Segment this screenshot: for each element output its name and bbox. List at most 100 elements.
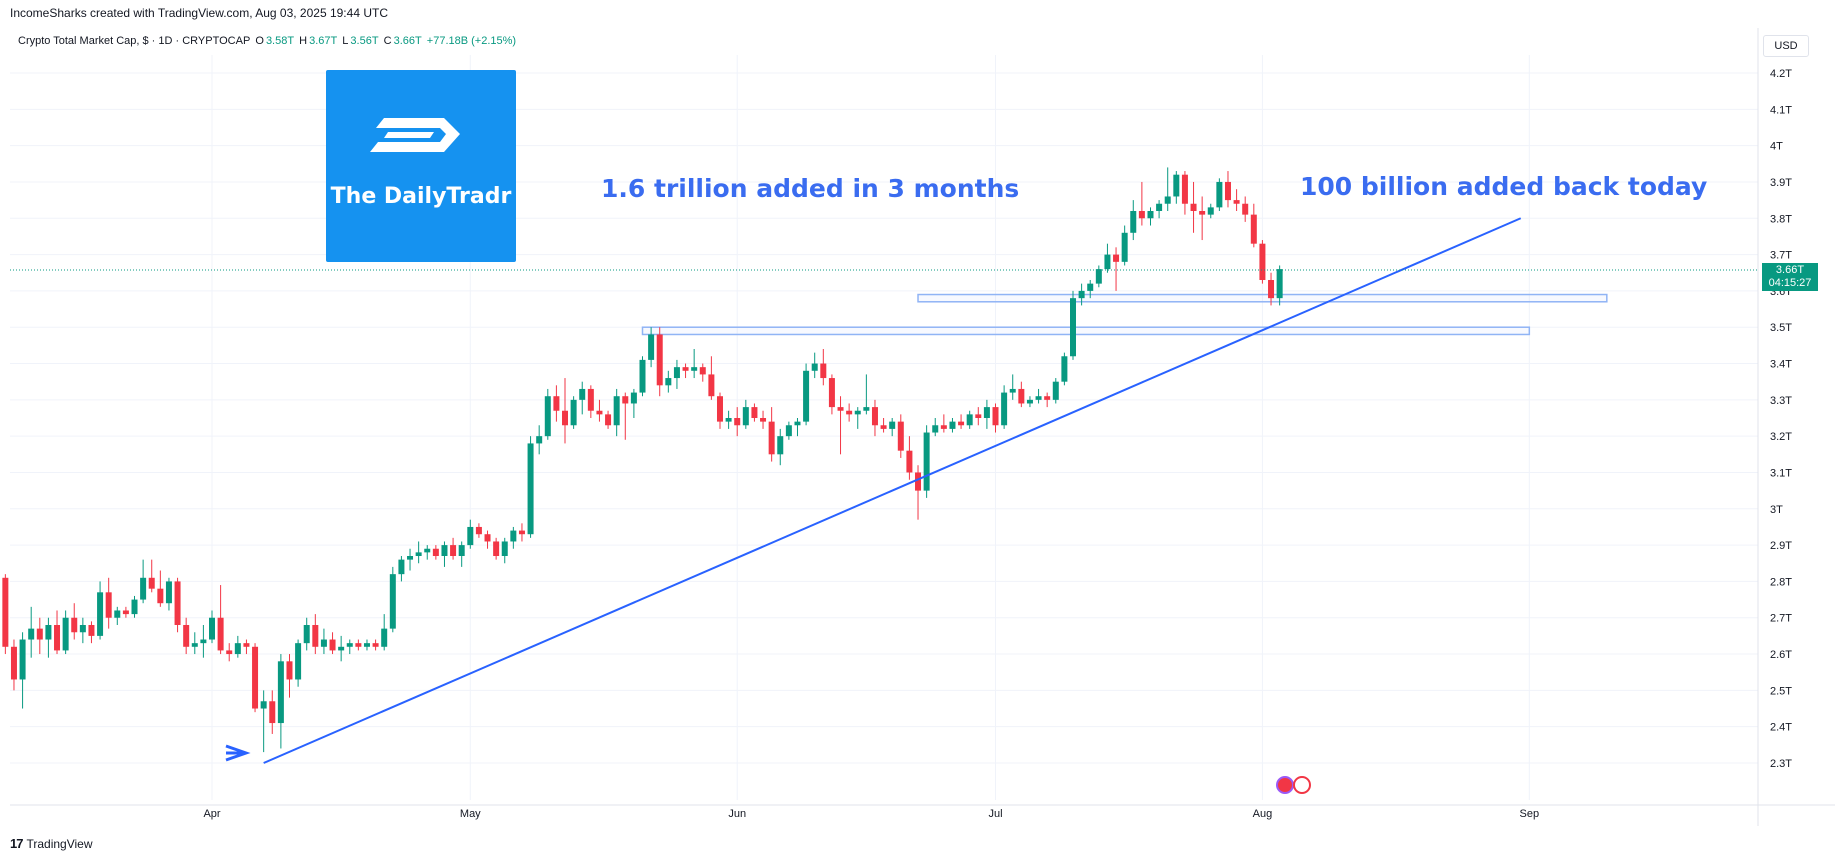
tradingview-footer[interactable]: 17 TradingView xyxy=(10,836,93,851)
candle-body xyxy=(992,407,999,426)
support-zone xyxy=(641,326,1531,336)
lightning-event-icon[interactable] xyxy=(1276,776,1294,794)
candle-body xyxy=(1044,396,1051,400)
candle-body xyxy=(725,418,732,422)
candle-body xyxy=(1052,381,1059,400)
candle-body xyxy=(1087,283,1094,291)
candle-body xyxy=(174,581,181,625)
candle-body xyxy=(691,367,698,371)
candle-body xyxy=(949,421,956,429)
candle-body xyxy=(846,410,853,415)
candle-body xyxy=(432,548,439,556)
candle-body xyxy=(648,334,655,360)
candle-body xyxy=(665,378,672,386)
last-price-tag: 3.66T 04:15:27 xyxy=(1762,263,1818,291)
y-tick-label: 2.9T xyxy=(1770,540,1792,552)
open-label: O xyxy=(255,35,264,47)
candle-body xyxy=(1259,243,1266,280)
candle-body xyxy=(1250,214,1257,244)
candle-body xyxy=(742,407,749,426)
candle-body xyxy=(234,643,241,655)
candle-body xyxy=(2,577,9,647)
candle-body xyxy=(673,367,680,379)
tradingview-logo-icon: 17 xyxy=(10,836,24,851)
candle-body xyxy=(1078,290,1085,299)
candle-body xyxy=(656,334,663,386)
close-value: 3.66T xyxy=(393,35,422,47)
candle-body xyxy=(958,421,965,426)
symbol-name[interactable]: Crypto Total Market Cap, $ · 1D · CRYPTO… xyxy=(18,35,251,47)
candle-body xyxy=(62,617,69,651)
candle-body xyxy=(28,628,35,640)
candle-body xyxy=(217,617,224,651)
trendline-layer xyxy=(263,217,1522,764)
candle-body xyxy=(820,363,827,379)
candle-body xyxy=(183,625,190,647)
y-tick-label: 3.5T xyxy=(1770,322,1792,334)
candle-body xyxy=(140,577,147,600)
close-label: C xyxy=(383,35,392,47)
candle-body xyxy=(441,545,448,556)
candle-body xyxy=(1121,232,1128,262)
candle-body xyxy=(768,421,775,455)
candle-body xyxy=(837,407,844,411)
candle-body xyxy=(639,359,646,393)
candle-body xyxy=(1181,174,1188,204)
support-zone xyxy=(917,293,1608,303)
us-flag-event-icon[interactable] xyxy=(1293,776,1311,794)
y-tick-label: 3.9T xyxy=(1770,177,1792,189)
candle-body xyxy=(1173,174,1180,197)
candle-body xyxy=(45,625,52,640)
candle-body xyxy=(1001,392,1008,426)
annotation-left[interactable]: 1.6 trillion added in 3 months xyxy=(601,174,1020,203)
candlestick-series xyxy=(2,167,1283,753)
candle-body xyxy=(828,378,835,408)
candle-body xyxy=(165,581,172,604)
candle-body xyxy=(1018,388,1025,404)
y-tick-label: 3.1T xyxy=(1770,467,1792,479)
y-tick-label: 3.3T xyxy=(1770,395,1792,407)
candle-body xyxy=(338,646,345,651)
support-zones xyxy=(641,293,1608,336)
candle-body xyxy=(785,425,792,437)
candle-body xyxy=(209,617,215,640)
candle-body xyxy=(1026,399,1033,404)
candle-body xyxy=(803,370,810,422)
candle-body xyxy=(415,552,422,556)
candle-body xyxy=(320,639,327,647)
y-tick-label: 2.8T xyxy=(1770,576,1792,588)
candle-body xyxy=(760,418,767,422)
candle-body xyxy=(71,617,78,633)
y-tick-label: 2.6T xyxy=(1770,649,1792,661)
candle-body xyxy=(243,643,250,647)
candle-body xyxy=(79,625,86,633)
y-tick-label: 4.2T xyxy=(1770,68,1792,80)
y-tick-label: 3T xyxy=(1770,504,1783,516)
candle-body xyxy=(708,374,715,397)
currency-button[interactable]: USD xyxy=(1763,35,1809,57)
candle-body xyxy=(510,530,517,542)
x-tick-label: Sep xyxy=(1520,808,1540,820)
candle-body xyxy=(596,410,603,415)
candle-body xyxy=(605,414,612,426)
candle-body xyxy=(518,530,525,535)
time-axis: Apr May Jun Jul Aug Sep xyxy=(203,808,1539,820)
y-tick-label: 2.7T xyxy=(1770,613,1792,625)
candle-body xyxy=(1199,211,1206,215)
candle-body xyxy=(751,407,758,418)
candle-body xyxy=(450,545,457,556)
candle-body xyxy=(148,577,155,589)
candle-body xyxy=(286,661,293,680)
candle-body xyxy=(630,392,637,404)
y-tick-label: 2.5T xyxy=(1770,685,1792,697)
candle-body xyxy=(613,396,620,426)
price-axis: 4.2T4.1T4T3.9T3.8T3.7T3.6T3.5T3.4T3.3T3.… xyxy=(1770,68,1792,770)
annotation-right[interactable]: 100 billion added back today xyxy=(1300,172,1708,201)
candle-body xyxy=(1147,211,1154,219)
candle-body xyxy=(1216,181,1223,208)
candle-body xyxy=(458,545,465,556)
x-tick-label: Aug xyxy=(1253,808,1273,820)
candle-body xyxy=(10,646,17,680)
candle-body xyxy=(1113,254,1120,262)
